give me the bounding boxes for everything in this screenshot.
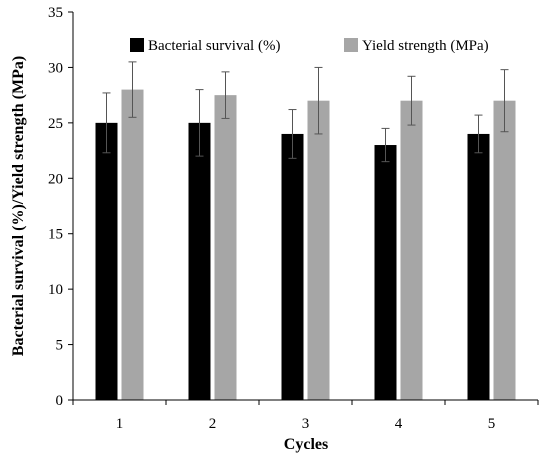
bar-bacterial-survival-cycle-3 <box>281 133 304 400</box>
y-tick-label-35: 35 <box>48 5 63 21</box>
bar-yield-strength-mpa-cycle-1 <box>121 89 144 400</box>
y-tick-label-5: 5 <box>56 338 64 354</box>
x-tick-label-3: 3 <box>302 416 310 432</box>
y-tick-label-15: 15 <box>48 227 63 243</box>
x-tick-label-4: 4 <box>395 416 403 432</box>
bar-yield-strength-mpa-cycle-4 <box>400 100 423 400</box>
bar-yield-strength-mpa-cycle-2 <box>214 95 237 401</box>
y-tick-label-25: 25 <box>48 116 63 132</box>
error-bar-yield-strength-mpa-cycle-1 <box>128 61 137 118</box>
bars-layer <box>95 89 516 401</box>
error-bars-layer <box>102 61 509 163</box>
legend-label-yield-strength: Yield strength (MPa) <box>362 38 489 54</box>
bar-bacterial-survival-cycle-2 <box>188 122 211 400</box>
y-axis-title: Bacterial survival (%)/Yield strength (M… <box>10 56 27 356</box>
error-bar-bacterial-survival-cycle-5 <box>474 114 483 154</box>
error-bar-bacterial-survival-cycle-1 <box>102 92 111 154</box>
legend-swatch-bacterial-survival <box>130 38 144 52</box>
bar-bacterial-survival-cycle-1 <box>95 122 118 400</box>
y-tick-label-10: 10 <box>48 282 63 298</box>
x-tick-label-1: 1 <box>116 416 124 432</box>
bar-bacterial-survival-cycle-4 <box>374 145 397 400</box>
legend-label-bacterial-survival: Bacterial survival (%) <box>148 38 280 54</box>
error-bar-yield-strength-mpa-cycle-4 <box>407 75 416 126</box>
error-bar-yield-strength-mpa-cycle-2 <box>221 71 230 119</box>
bar-yield-strength-mpa-cycle-5 <box>493 100 516 400</box>
x-tick-label-2: 2 <box>209 416 217 432</box>
error-bar-yield-strength-mpa-cycle-3 <box>314 66 323 135</box>
bar-yield-strength-mpa-cycle-3 <box>307 100 330 400</box>
error-bar-yield-strength-mpa-cycle-5 <box>500 69 509 133</box>
y-tick-label-20: 20 <box>48 171 63 187</box>
bar-bacterial-survival-cycle-5 <box>467 133 490 400</box>
x-axis-title: Cycles <box>284 436 328 453</box>
legend: Bacterial survival (%) Yield strength (M… <box>130 38 489 54</box>
error-bar-bacterial-survival-cycle-2 <box>195 89 204 157</box>
y-tick-label-0: 0 <box>56 393 64 409</box>
error-bar-bacterial-survival-cycle-4 <box>381 127 390 163</box>
legend-swatch-yield-strength <box>344 38 358 52</box>
x-tick-label-5: 5 <box>488 416 496 432</box>
error-bar-bacterial-survival-cycle-3 <box>288 109 297 159</box>
y-tick-label-30: 30 <box>48 60 63 76</box>
axes-layer: 0 5 10 15 20 25 30 35 1 2 3 4 5 <box>48 5 539 432</box>
